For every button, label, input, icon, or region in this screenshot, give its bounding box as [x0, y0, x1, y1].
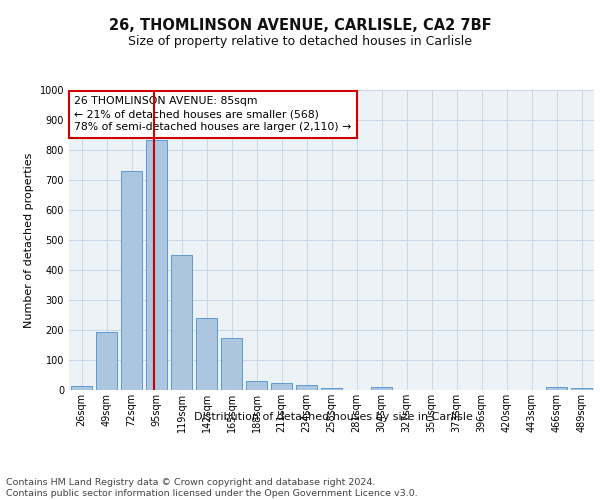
Bar	[571, 388, 592, 390]
Y-axis label: Number of detached properties: Number of detached properties	[24, 152, 34, 328]
Bar	[221, 338, 242, 390]
Text: 26 THOMLINSON AVENUE: 85sqm
← 21% of detached houses are smaller (568)
78% of se: 26 THOMLINSON AVENUE: 85sqm ← 21% of det…	[74, 96, 352, 132]
Bar	[171, 255, 192, 390]
Bar	[96, 332, 117, 390]
Bar	[146, 140, 167, 390]
Bar	[271, 384, 292, 390]
Text: 26, THOMLINSON AVENUE, CARLISLE, CA2 7BF: 26, THOMLINSON AVENUE, CARLISLE, CA2 7BF	[109, 18, 491, 32]
Bar	[546, 387, 567, 390]
Text: Contains HM Land Registry data © Crown copyright and database right 2024.
Contai: Contains HM Land Registry data © Crown c…	[6, 478, 418, 498]
Bar	[296, 385, 317, 390]
Text: Size of property relative to detached houses in Carlisle: Size of property relative to detached ho…	[128, 35, 472, 48]
Bar	[246, 381, 267, 390]
Bar	[196, 318, 217, 390]
Bar	[321, 388, 342, 390]
Text: Distribution of detached houses by size in Carlisle: Distribution of detached houses by size …	[194, 412, 472, 422]
Bar	[121, 171, 142, 390]
Bar	[71, 386, 92, 390]
Bar	[371, 387, 392, 390]
